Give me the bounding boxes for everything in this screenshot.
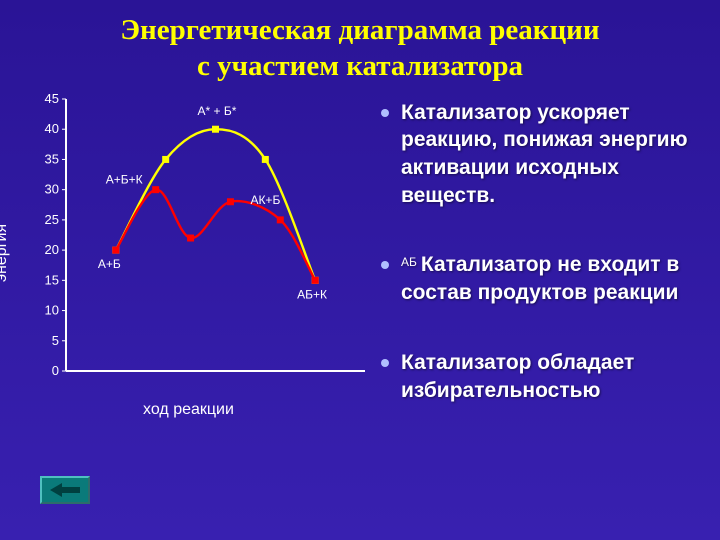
- svg-text:0: 0: [52, 363, 59, 378]
- svg-text:5: 5: [52, 332, 59, 347]
- bullet-dot-icon: [381, 109, 389, 117]
- ab-annotation: АБ: [401, 255, 417, 271]
- svg-text:АБ+К: АБ+К: [297, 287, 327, 301]
- chart-container: энергия 051015202530354045А* + Б*А+Б+КАК…: [6, 93, 371, 413]
- svg-text:10: 10: [45, 302, 59, 317]
- bullet-text: АБКатализатор не входит в состав продукт…: [401, 251, 694, 306]
- energy-chart: 0 5 10 15 20 25 30 35 40 45 А* + Б* А+Б+К АК+Б А+Б АБ+…: [36, 93, 371, 391]
- arrow-left-icon: [50, 483, 80, 497]
- bullet-dot-icon: [381, 261, 389, 269]
- bullet-dot-icon: [381, 359, 389, 367]
- content-row: энергия 0 5 10 15 20 25 30 35 40 45 А* + Б* А+Б+К АК…: [0, 93, 720, 447]
- svg-text:А* + Б*: А* + Б*: [198, 104, 237, 118]
- svg-text:А+Б: А+Б: [98, 257, 121, 271]
- svg-text:40: 40: [45, 121, 59, 136]
- svg-text:25: 25: [45, 211, 59, 226]
- x-axis-label: ход реакции: [6, 401, 371, 419]
- bullet-list: Катализатор ускоряет реакцию, понижая эн…: [371, 93, 720, 447]
- title-line-1: Энергетическая диаграмма реакции: [0, 12, 720, 48]
- title-line-2: с участием катализатора: [0, 48, 720, 84]
- svg-text:15: 15: [45, 272, 59, 287]
- svg-text:А+Б+К: А+Б+К: [106, 172, 143, 186]
- slide-title: Энергетическая диаграмма реакции с участ…: [0, 0, 720, 85]
- bullet-item: Катализатор ускоряет реакцию, понижая эн…: [377, 99, 694, 210]
- y-axis-label: энергия: [0, 223, 11, 281]
- bullet-item: Катализатор обладает избирательностью: [377, 349, 694, 404]
- svg-text:30: 30: [45, 181, 59, 196]
- svg-text:АК+Б: АК+Б: [250, 192, 280, 206]
- back-button[interactable]: [40, 476, 90, 504]
- svg-text:20: 20: [45, 242, 59, 257]
- bullet-text: Катализатор обладает избирательностью: [401, 349, 694, 404]
- svg-text:45: 45: [45, 93, 59, 106]
- slide: Энергетическая диаграмма реакции с участ…: [0, 0, 720, 540]
- bullet-text: Катализатор ускоряет реакцию, понижая эн…: [401, 99, 694, 210]
- bullet-item: АБКатализатор не входит в состав продукт…: [377, 251, 694, 306]
- svg-text:35: 35: [45, 151, 59, 166]
